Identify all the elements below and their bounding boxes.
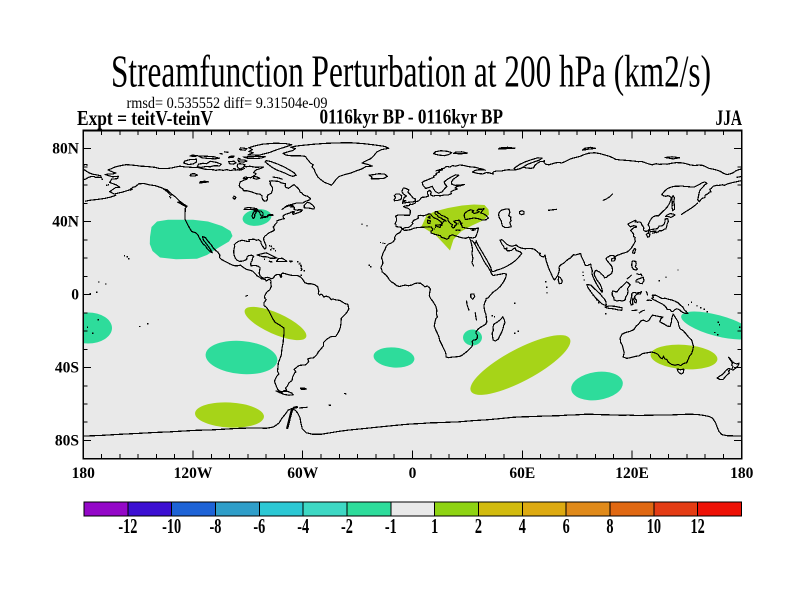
svg-text:1: 1 [431, 514, 438, 537]
svg-text:10: 10 [647, 514, 661, 537]
svg-text:0116kyr BP - 0116kyr BP: 0116kyr BP - 0116kyr BP [320, 105, 504, 129]
svg-text:180: 180 [730, 465, 754, 482]
svg-text:-12: -12 [118, 514, 137, 537]
svg-text:-10: -10 [162, 514, 181, 537]
svg-text:40N: 40N [52, 214, 79, 231]
svg-text:-8: -8 [210, 514, 222, 537]
svg-text:12: 12 [691, 514, 705, 537]
svg-text:-6: -6 [253, 514, 265, 537]
svg-text:6: 6 [563, 514, 570, 537]
svg-text:-2: -2 [341, 514, 353, 537]
svg-text:0: 0 [71, 287, 79, 304]
svg-text:JJA: JJA [716, 105, 743, 130]
svg-text:rmsd= 0.535552 diff= 9.31504e-: rmsd= 0.535552 diff= 9.31504e-09 [127, 95, 328, 112]
svg-text:-4: -4 [297, 514, 309, 537]
svg-text:0: 0 [409, 465, 417, 482]
svg-text:120E: 120E [615, 465, 649, 482]
svg-text:120W: 120W [174, 465, 213, 482]
svg-text:40S: 40S [55, 360, 79, 377]
svg-text:2: 2 [475, 514, 482, 537]
svg-text:-1: -1 [385, 514, 397, 537]
svg-text:180: 180 [72, 465, 96, 482]
svg-text:8: 8 [606, 514, 613, 537]
svg-text:80N: 80N [52, 141, 79, 158]
svg-text:80S: 80S [55, 433, 79, 450]
svg-text:60E: 60E [509, 465, 535, 482]
svg-text:4: 4 [519, 514, 526, 537]
svg-text:Expt = teitV-teinV: Expt = teitV-teinV [77, 106, 213, 130]
svg-text:60W: 60W [287, 465, 319, 482]
svg-text:Streamfunction Perturbation at: Streamfunction Perturbation at 200 hPa (… [111, 45, 711, 96]
